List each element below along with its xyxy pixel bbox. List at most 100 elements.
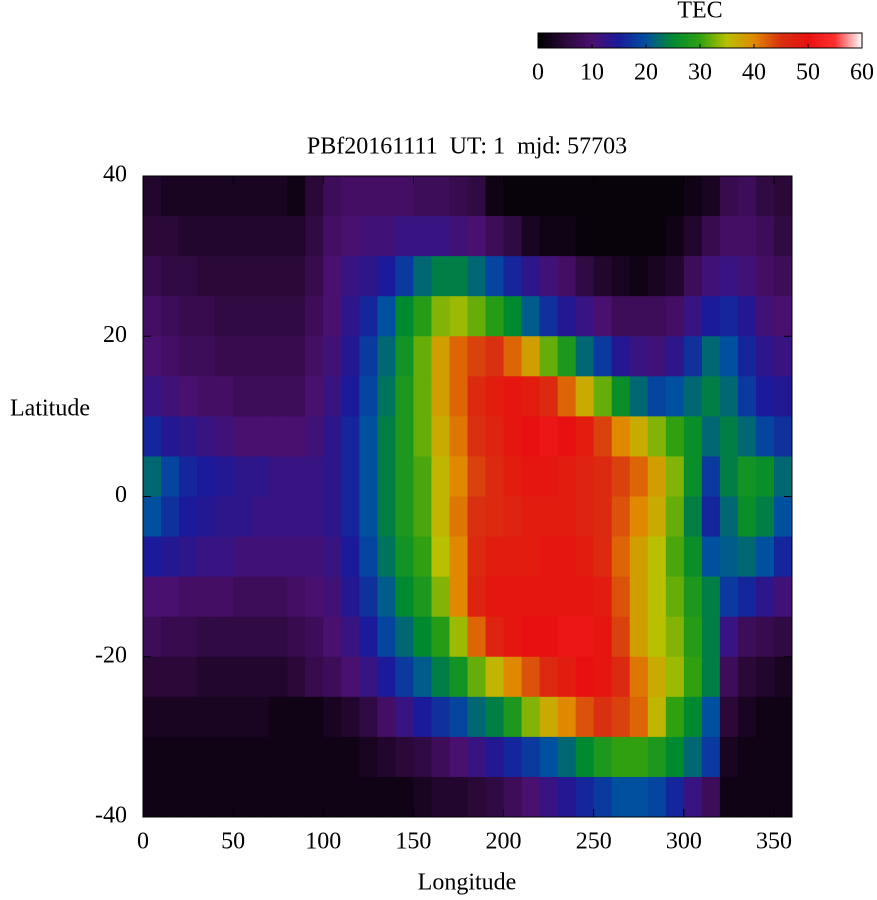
heat-cell <box>755 296 775 337</box>
heat-cell <box>179 336 198 377</box>
heat-cell <box>179 416 198 457</box>
heat-cell <box>503 176 523 217</box>
heat-cell <box>755 776 775 818</box>
heat-cell <box>521 176 541 217</box>
heat-cell <box>593 176 613 217</box>
heat-cell <box>305 736 324 778</box>
heat-cell <box>413 736 432 778</box>
heat-cell <box>233 176 252 217</box>
heat-cell <box>161 696 180 738</box>
heat-cell <box>197 336 216 377</box>
heat-cell <box>719 296 739 337</box>
heat-cell <box>683 656 703 698</box>
heat-cell <box>647 656 667 698</box>
heat-cell <box>719 776 739 818</box>
heat-cell <box>395 336 414 377</box>
heat-cell <box>179 576 198 618</box>
heat-cell <box>143 416 162 457</box>
heat-cell <box>161 176 180 217</box>
heat-cell <box>737 256 757 297</box>
x-tick-label: 300 <box>666 829 702 855</box>
heat-cell <box>575 696 595 738</box>
heat-cell <box>539 336 559 377</box>
heat-cell <box>683 536 703 578</box>
heat-cell <box>449 616 468 658</box>
heat-cell <box>665 336 685 377</box>
heat-cell <box>773 736 793 778</box>
heat-cell <box>323 616 342 658</box>
heat-cell <box>755 736 775 778</box>
heat-cell <box>431 376 450 417</box>
heat-cell <box>413 376 432 417</box>
heat-cell <box>143 296 162 337</box>
heat-cell <box>413 696 432 738</box>
heat-cell <box>683 216 703 257</box>
heat-cell <box>557 376 577 417</box>
heat-cell <box>539 536 559 578</box>
heat-cell <box>431 216 450 257</box>
heat-cell <box>773 456 793 497</box>
heat-cell <box>539 496 559 538</box>
heat-cell <box>467 576 487 618</box>
heat-cell <box>629 776 649 818</box>
heat-cell <box>683 256 703 297</box>
heat-cell <box>323 776 342 818</box>
heat-cell <box>701 496 721 538</box>
heat-cell <box>611 496 631 538</box>
heat-cell <box>701 616 721 658</box>
heat-cell <box>629 336 649 377</box>
heat-cell <box>665 776 685 818</box>
heat-cell <box>773 776 793 818</box>
heat-cell <box>467 336 487 377</box>
heat-cell <box>179 696 198 738</box>
heat-cell <box>683 776 703 818</box>
heat-cell <box>395 216 414 257</box>
heat-cell <box>377 776 396 818</box>
heat-cell <box>647 336 667 377</box>
heat-cell <box>467 656 487 698</box>
heat-cell <box>269 456 288 497</box>
heat-cell <box>503 456 523 497</box>
heat-cell <box>719 536 739 578</box>
heat-cell <box>701 256 721 297</box>
heat-cell <box>485 216 505 257</box>
heat-cell <box>737 376 757 417</box>
heat-cell <box>719 416 739 457</box>
y-axis-label: Latitude <box>10 396 90 422</box>
heat-cell <box>413 296 432 337</box>
heat-cell <box>233 216 252 257</box>
heat-cell <box>197 416 216 457</box>
heat-cell <box>395 496 414 538</box>
heat-cell <box>467 696 487 738</box>
heat-cell <box>377 496 396 538</box>
heat-cell <box>413 536 432 578</box>
heat-cell <box>161 776 180 818</box>
heat-cell <box>575 256 595 297</box>
heat-cell <box>323 336 342 377</box>
heat-cell <box>395 176 414 217</box>
heat-cell <box>449 176 468 217</box>
heat-cell <box>773 376 793 417</box>
heat-cell <box>449 576 468 618</box>
heat-cell <box>197 616 216 658</box>
heat-cell <box>359 256 378 297</box>
heat-cell <box>197 496 216 538</box>
heat-cell <box>305 256 324 297</box>
heat-cell <box>503 296 523 337</box>
heat-cell <box>431 776 450 818</box>
heat-cell <box>233 336 252 377</box>
heat-cell <box>215 656 234 698</box>
heat-cell <box>593 736 613 778</box>
heat-cell <box>503 576 523 618</box>
heat-cell <box>323 416 342 457</box>
heat-cell <box>377 296 396 337</box>
heat-cell <box>503 696 523 738</box>
heat-cell <box>629 176 649 217</box>
heat-cell <box>305 416 324 457</box>
x-tick-label: 50 <box>221 829 245 855</box>
heat-cell <box>683 616 703 658</box>
heat-cell <box>539 176 559 217</box>
heat-cell <box>449 416 468 457</box>
heat-cell <box>143 216 162 257</box>
heat-cell <box>521 776 541 818</box>
